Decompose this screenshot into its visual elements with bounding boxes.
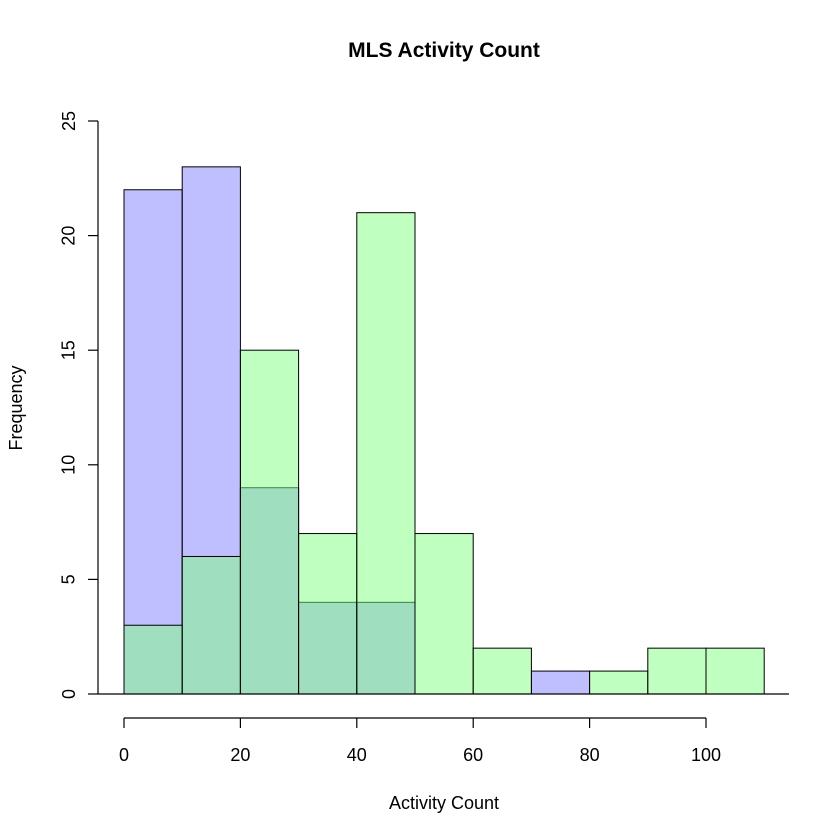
x-tick-label: 0 bbox=[119, 745, 129, 765]
y-axis: 0 5 10 15 20 25 bbox=[59, 111, 99, 699]
y-tick-label: 15 bbox=[59, 340, 79, 360]
chart-title: MLS Activity Count bbox=[348, 39, 540, 62]
bar-series2-bin-100 bbox=[705, 647, 765, 695]
x-tick-label: 40 bbox=[347, 745, 367, 765]
bar-series2-bin-60 bbox=[472, 647, 532, 695]
bar-series2-bin-40 bbox=[356, 212, 416, 695]
y-tick-label: 5 bbox=[59, 574, 79, 584]
bar-series2-bin-0 bbox=[123, 624, 183, 695]
bar-series1-bin-0 bbox=[123, 189, 183, 695]
bar-series2-bin-10 bbox=[181, 555, 241, 695]
bar-series2-bin-50 bbox=[414, 533, 474, 695]
bar-series2-bin-90 bbox=[647, 647, 707, 695]
y-tick-label: 25 bbox=[59, 111, 79, 131]
x-tick-label: 60 bbox=[463, 745, 483, 765]
bars-group bbox=[98, 166, 789, 695]
y-tick-label: 20 bbox=[59, 226, 79, 246]
x-tick-label: 100 bbox=[691, 745, 721, 765]
y-tick-label: 10 bbox=[59, 455, 79, 475]
bar-series2-bin-80 bbox=[589, 670, 649, 695]
y-axis-label: Frequency bbox=[6, 365, 26, 450]
x-tick-label: 80 bbox=[580, 745, 600, 765]
y-tick-label: 0 bbox=[59, 689, 79, 699]
bar-series2-bin-30 bbox=[298, 533, 358, 695]
x-axis: 0 20 40 60 80 100 bbox=[119, 717, 721, 765]
bar-series2-bin-20 bbox=[239, 349, 300, 695]
x-tick-label: 20 bbox=[230, 745, 250, 765]
bar-series1-bin-70 bbox=[530, 670, 591, 695]
x-axis-label: Activity Count bbox=[389, 793, 499, 813]
